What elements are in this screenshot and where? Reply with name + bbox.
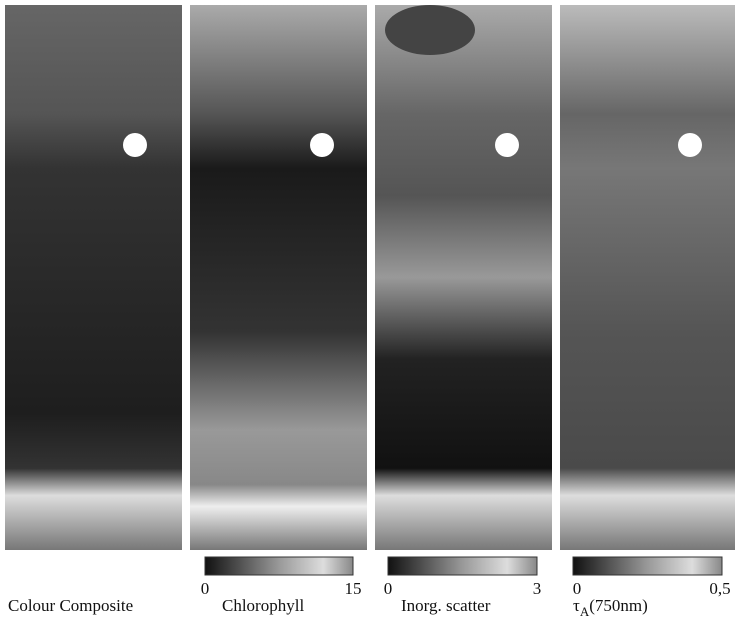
colorbar-min: 0 <box>201 579 210 598</box>
cloud <box>495 133 519 157</box>
cloud <box>123 133 147 157</box>
satellite-image <box>190 5 367 550</box>
colorbar-min: 0 <box>384 579 393 598</box>
figure: 0 15 0 3 0 0,5 Colour Composite Chloroph… <box>0 0 735 619</box>
colorbars <box>205 557 722 575</box>
colorbar <box>205 557 353 575</box>
colorbar-max: 15 <box>345 579 362 598</box>
colorbar-max: 0,5 <box>709 579 730 598</box>
cloud <box>678 133 702 157</box>
image-panels <box>5 5 735 550</box>
label-text: (750nm) <box>589 596 648 615</box>
cloud <box>310 133 334 157</box>
satellite-image <box>560 5 735 550</box>
satellite-image <box>375 5 552 550</box>
water-body <box>385 5 475 55</box>
satellite-image <box>5 5 182 550</box>
colorbar-max: 3 <box>533 579 542 598</box>
panel-label: Inorg. scatter <box>401 596 491 615</box>
panel-label: Chlorophyll <box>222 596 304 615</box>
panel-label: τA(750nm) <box>573 596 648 619</box>
colorbar <box>573 557 722 575</box>
panel-label: Colour Composite <box>8 596 133 615</box>
colorbar <box>388 557 537 575</box>
